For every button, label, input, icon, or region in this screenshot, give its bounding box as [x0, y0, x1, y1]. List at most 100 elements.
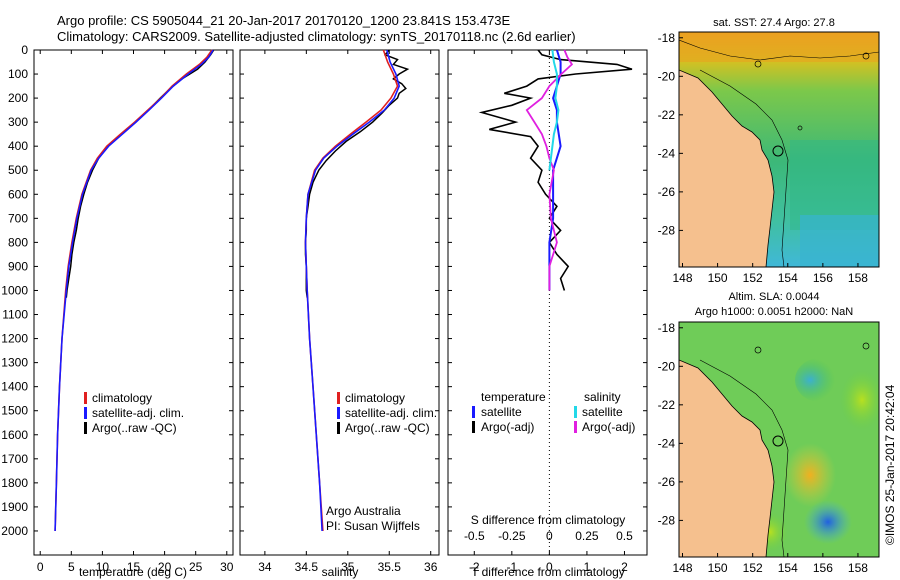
- sla-map: [679, 322, 879, 557]
- depth-tick-label: 800: [8, 235, 28, 249]
- temperature-xlabel: temperature (deg C): [79, 565, 187, 579]
- series-line-satellite: [54, 49, 214, 532]
- legend-swatch-satellite: [337, 407, 340, 419]
- s-tick-label: -0.5: [464, 529, 485, 543]
- temperature-plot: 0 5 10 15 20 25 30: [37, 49, 234, 574]
- depth-tick-labels: 0 100 200 300 400 500 600 700 800 900 1000 1100 1200…: [1, 43, 647, 538]
- map-lon-label: 156: [813, 271, 833, 285]
- legend-title-temperature: temperature: [481, 390, 546, 404]
- sst-reef-contour: [862, 52, 870, 60]
- map-lon-label: 152: [743, 561, 763, 575]
- map-lat-label: -26: [658, 185, 676, 199]
- legend-label-climatology: climatology: [345, 391, 405, 405]
- x-tick-label: 25: [189, 560, 203, 574]
- legend-swatch-s-satellite: [574, 406, 577, 418]
- depth-tick-label: 500: [8, 163, 28, 177]
- depth-tick-label: 0: [21, 43, 28, 57]
- tdiff-xlabel: T difference from climatology: [471, 565, 625, 579]
- sst-contour-shelf: [699, 69, 789, 267]
- x-tick-label: 1: [584, 560, 591, 574]
- map-lat-label: -18: [658, 31, 676, 45]
- sla-contour-shelf: [699, 359, 789, 557]
- legend-label-climatology: climatology: [92, 391, 152, 405]
- sla-land: [679, 359, 775, 557]
- legend-swatch-t-argo: [472, 421, 475, 433]
- difference-panel-frame: [447, 49, 648, 556]
- legend-swatch-climatology: [337, 392, 340, 404]
- map-lat-label: -22: [658, 108, 676, 122]
- salinity-xlabel: salinity: [322, 565, 359, 579]
- sst-reef-contour: [754, 60, 762, 68]
- sla-map-frame: [678, 321, 880, 558]
- legend-label-s-argo: Argo(-adj): [582, 420, 635, 434]
- x-tick-label: 0: [37, 560, 44, 574]
- map-lon-label: 158: [848, 561, 868, 575]
- sst-land: [679, 69, 775, 267]
- map-lat-label: -24: [658, 436, 676, 450]
- depth-tick-label: 600: [8, 187, 28, 201]
- pi-note: PI: Susan Wijffels: [326, 519, 420, 533]
- x-tick-label: 0: [546, 560, 553, 574]
- depth-tick-label: 1700: [1, 452, 28, 466]
- map-lat-label: -20: [658, 69, 676, 83]
- legend-label-t-argo: Argo(-adj): [481, 420, 534, 434]
- legend-swatch-satellite: [84, 407, 87, 419]
- depth-tick-label: 1800: [1, 476, 28, 490]
- map-lon-label: 154: [778, 561, 798, 575]
- x-tick-label: 20: [158, 560, 172, 574]
- sla-map-ticks: 148 150 152 154 156 158 -18 -20 -22 -24 -26 -28: [658, 321, 869, 575]
- sla-reef-contour: [754, 346, 762, 354]
- depth-tick-label: 1300: [1, 356, 28, 370]
- series-line-t-satellite: [548, 49, 562, 291]
- temperature-panel-frame: [33, 49, 234, 556]
- series-line-climatology: [304, 49, 399, 532]
- map-lon-label: 158: [848, 271, 868, 285]
- depth-tick-label: 2000: [1, 524, 28, 538]
- sla-map-subtitle: Argo h1000: 0.0051 h2000: NaN: [695, 306, 853, 318]
- s-tick-label: 0.25: [575, 529, 599, 543]
- map-lon-label: 150: [708, 561, 728, 575]
- legend-label-t-satellite: satellite: [481, 405, 522, 419]
- temperature-legend: climatology satellite-adj. clim. Argo(..…: [84, 391, 184, 435]
- header-line1: Argo profile: CS 5905044_21 20-Jan-2017 …: [57, 13, 511, 28]
- map-lat-label: -28: [658, 513, 676, 527]
- legend-label-s-satellite: satellite: [582, 405, 623, 419]
- series-line-satellite: [304, 49, 401, 532]
- argo-australia-note: Argo Australia: [326, 504, 401, 518]
- depth-tick-label: 100: [8, 67, 28, 81]
- depth-tick-label: 1000: [1, 283, 28, 297]
- x-tick-label: 35.5: [378, 560, 402, 574]
- sla-high-anomaly: [840, 370, 879, 430]
- sst-warm-band: [679, 32, 879, 62]
- map-lat-label: -20: [658, 359, 676, 373]
- sla-reef-contour: [862, 342, 870, 350]
- legend-label-argo: Argo(..raw -QC): [345, 421, 430, 435]
- sst-map-title: sat. SST: 27.4 Argo: 27.8: [713, 17, 835, 29]
- sst-contour: [679, 39, 879, 61]
- map-lon-label: 154: [778, 271, 798, 285]
- map-lon-label: 148: [672, 561, 692, 575]
- sla-map-title: Altim. SLA: 0.0044: [728, 291, 819, 303]
- depth-tick-label: 1900: [1, 500, 28, 514]
- argo-position-marker: [772, 145, 784, 157]
- legend-label-satellite: satellite-adj. clim.: [92, 406, 184, 420]
- series-line-argo: [304, 49, 410, 298]
- depth-tick-label: 1200: [1, 332, 28, 346]
- map-lat-label: -18: [658, 321, 676, 335]
- legend-label-satellite: satellite-adj. clim.: [345, 406, 437, 420]
- copyright-note: ©IMOS 25-Jan-2017 20:42:04: [883, 384, 897, 545]
- argo-position-marker: [772, 435, 784, 447]
- difference-plot: -0.5 -0.25 0 0.25 0.5 -2 -1 0 1 2: [464, 49, 633, 574]
- depth-tick-label: 1600: [1, 428, 28, 442]
- map-lon-label: 150: [708, 271, 728, 285]
- series-line-argo: [65, 49, 215, 298]
- s-tick-label: 0.5: [616, 529, 633, 543]
- depth-tick-label: 200: [8, 91, 28, 105]
- x-tick-label: 34: [258, 560, 272, 574]
- x-tick-label: 30: [220, 560, 234, 574]
- depth-tick-label: 1500: [1, 404, 28, 418]
- x-tick-label: 10: [96, 560, 110, 574]
- header-line2: Climatology: CARS2009. Satellite-adjuste…: [57, 29, 576, 44]
- map-lat-label: -24: [658, 146, 676, 160]
